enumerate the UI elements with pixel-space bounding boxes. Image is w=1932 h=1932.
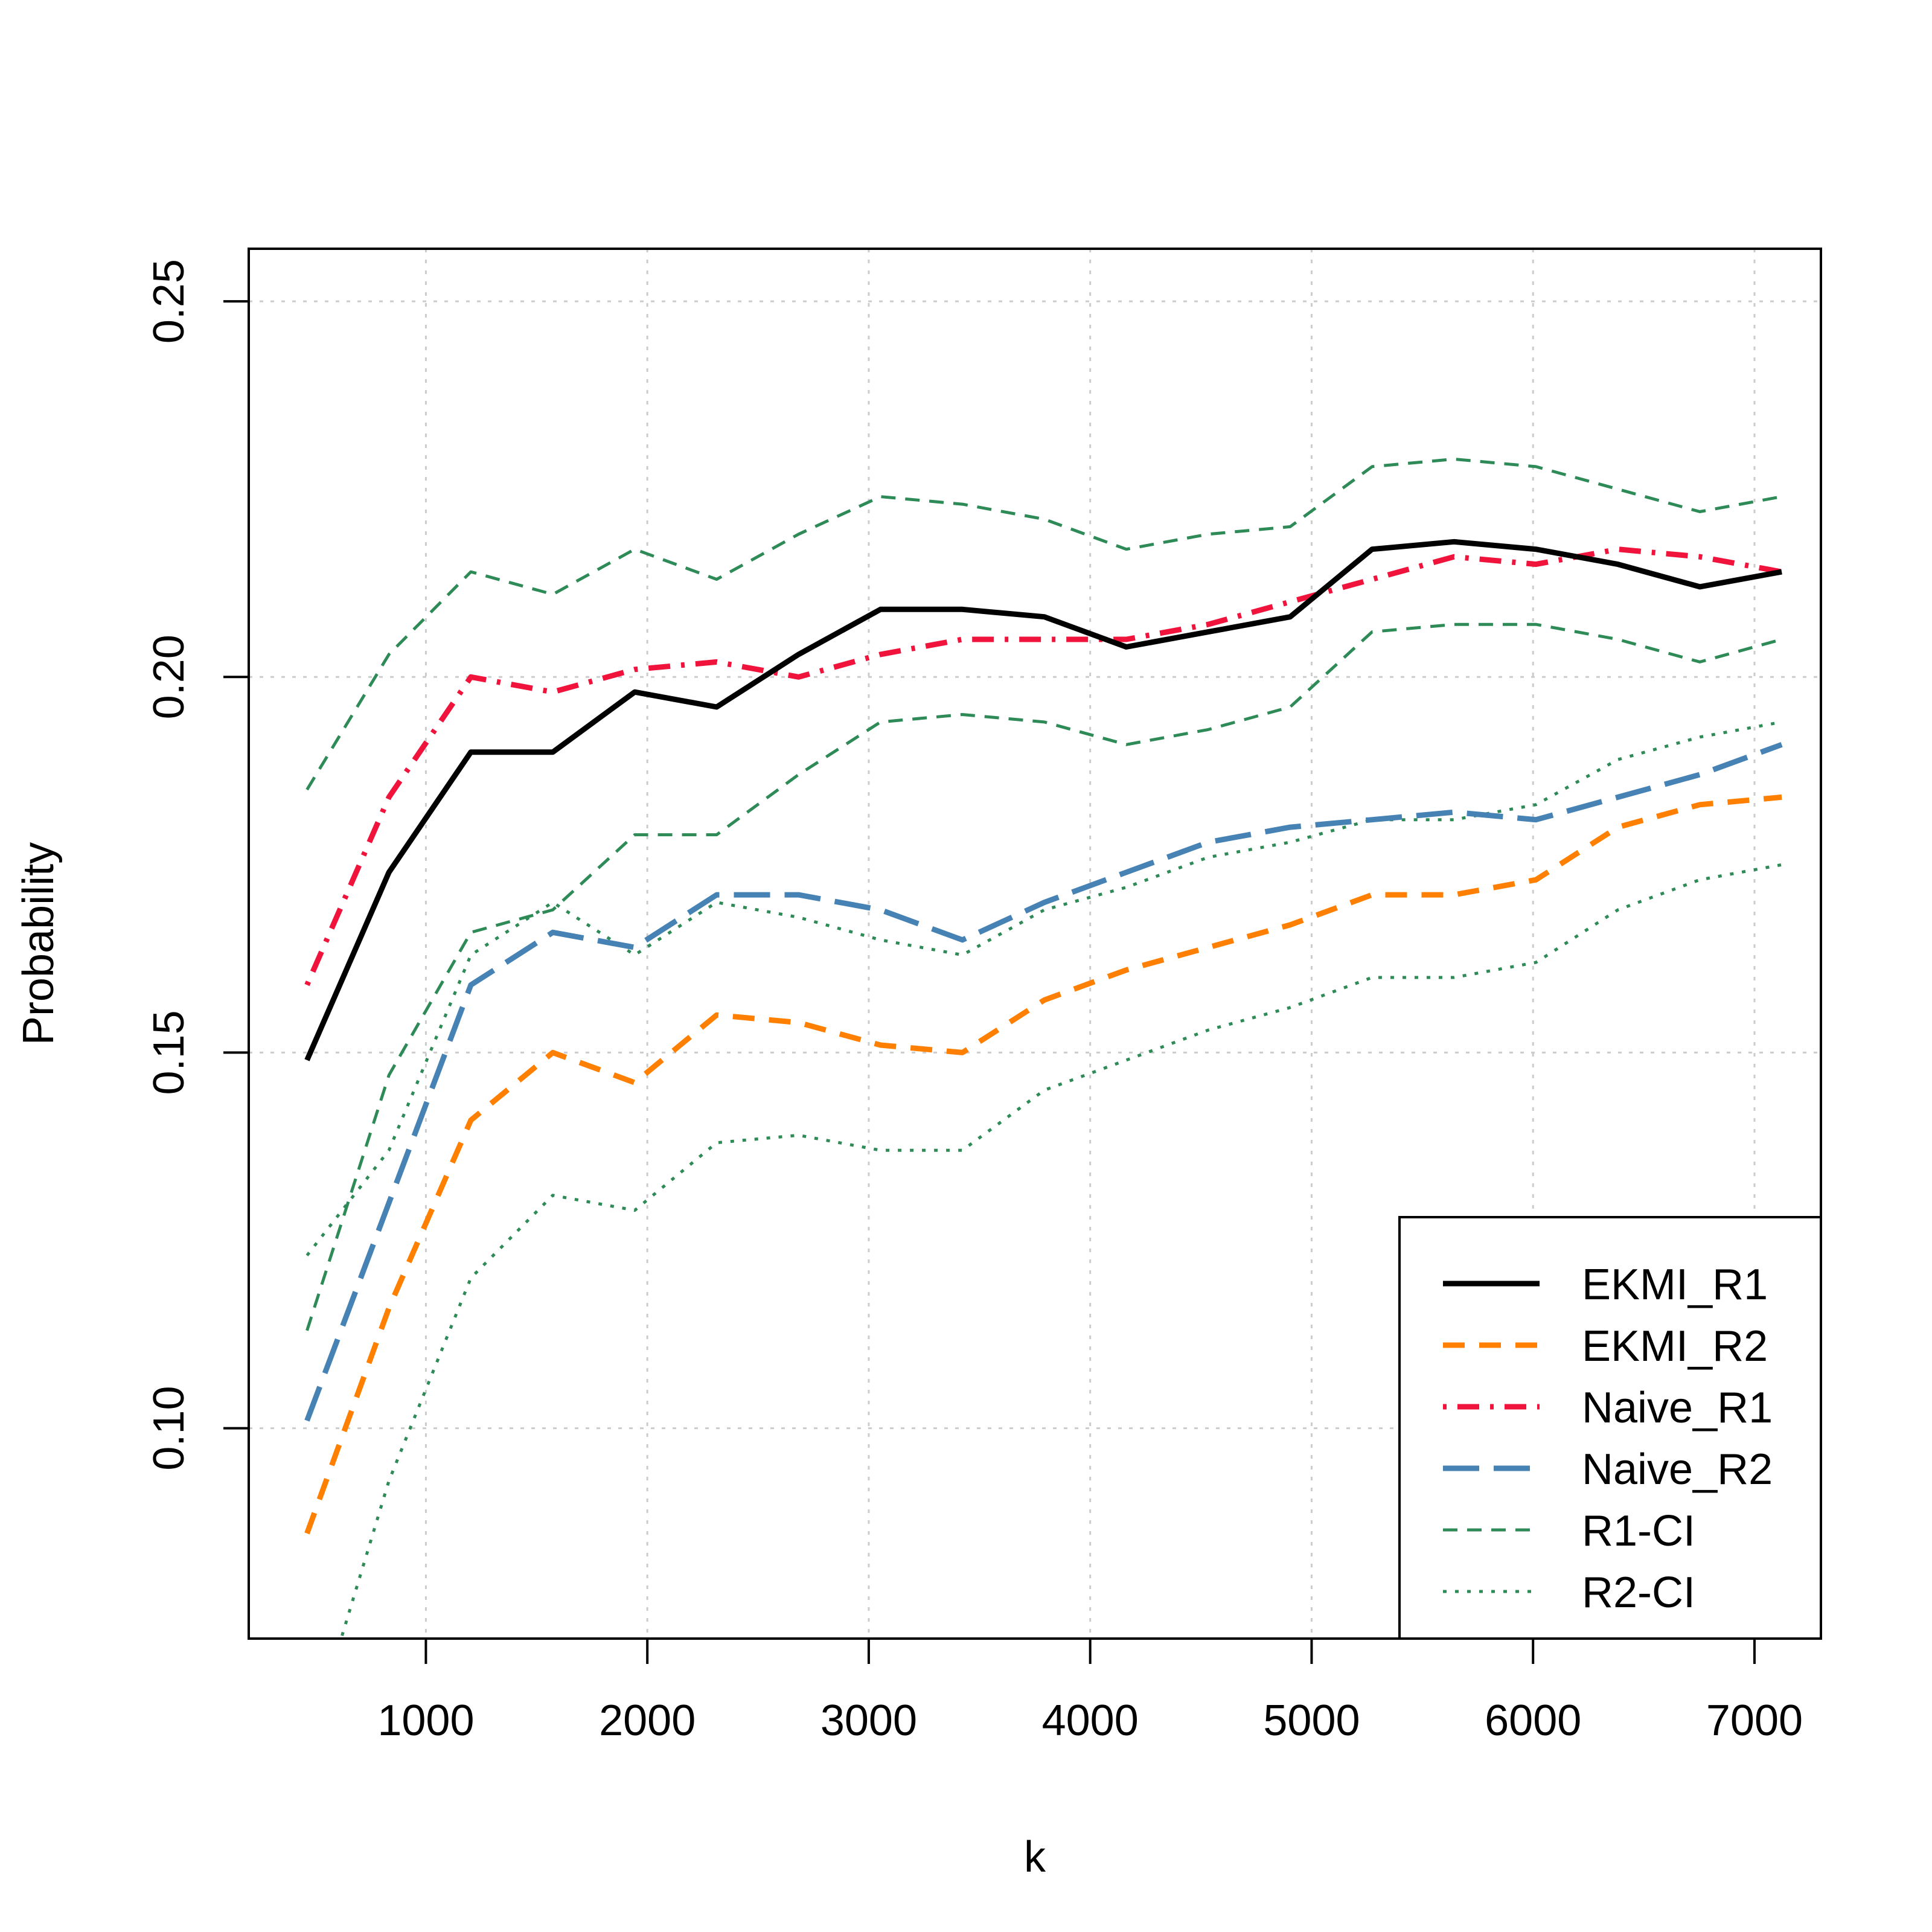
x-tick-label: 1000 (377, 1697, 474, 1745)
series-line-r2-ci-upper (305, 720, 1782, 1256)
grid-lines (249, 249, 1821, 1639)
y-tick-label: 0.10 (145, 1386, 193, 1471)
y-tick-label: 0.25 (145, 259, 193, 344)
series-line-ekmi-r2 (304, 794, 1782, 1535)
x-tick-label: 3000 (820, 1697, 917, 1745)
legend-label: EKMI_R1 (1582, 1261, 1768, 1309)
x-tick-label: 4000 (1042, 1697, 1139, 1745)
x-axis-label: k (1024, 1833, 1046, 1881)
series-line-r1-ci-lower (305, 622, 1782, 1331)
series-line-ekmi-r1 (304, 539, 1782, 1061)
series-layer (304, 457, 1783, 1639)
y-axis-label: Probability (14, 842, 63, 1045)
x-tick-label: 2000 (599, 1697, 696, 1745)
series-line-naive-r1 (304, 546, 1782, 987)
x-tick-label: 5000 (1263, 1697, 1360, 1745)
legend-label: R2-CI (1582, 1569, 1695, 1617)
x-tick-label: 7000 (1706, 1697, 1803, 1745)
legend-label: Naive_R2 (1582, 1445, 1773, 1494)
y-tick-label: 0.15 (145, 1010, 193, 1095)
series-line-r1-ci-upper (305, 457, 1782, 791)
legend-label: Naive_R1 (1582, 1384, 1773, 1432)
series-line-naive-r2 (304, 742, 1783, 1422)
legend: EKMI_R1 EKMI_R2 Naive_R1 Naive_R2 R1-CI R2-CI (1398, 1216, 1822, 1640)
y-axis: 0.10 0.15 0.20 0.25 (145, 259, 250, 1471)
series-line-r2-ci-lower (339, 863, 1782, 1639)
legend-label: EKMI_R2 (1582, 1322, 1768, 1371)
y-tick-label: 0.20 (145, 635, 193, 719)
legend-box (1398, 1216, 1822, 1640)
legend-label: R1-CI (1582, 1507, 1695, 1555)
x-tick-label: 6000 (1485, 1697, 1581, 1745)
